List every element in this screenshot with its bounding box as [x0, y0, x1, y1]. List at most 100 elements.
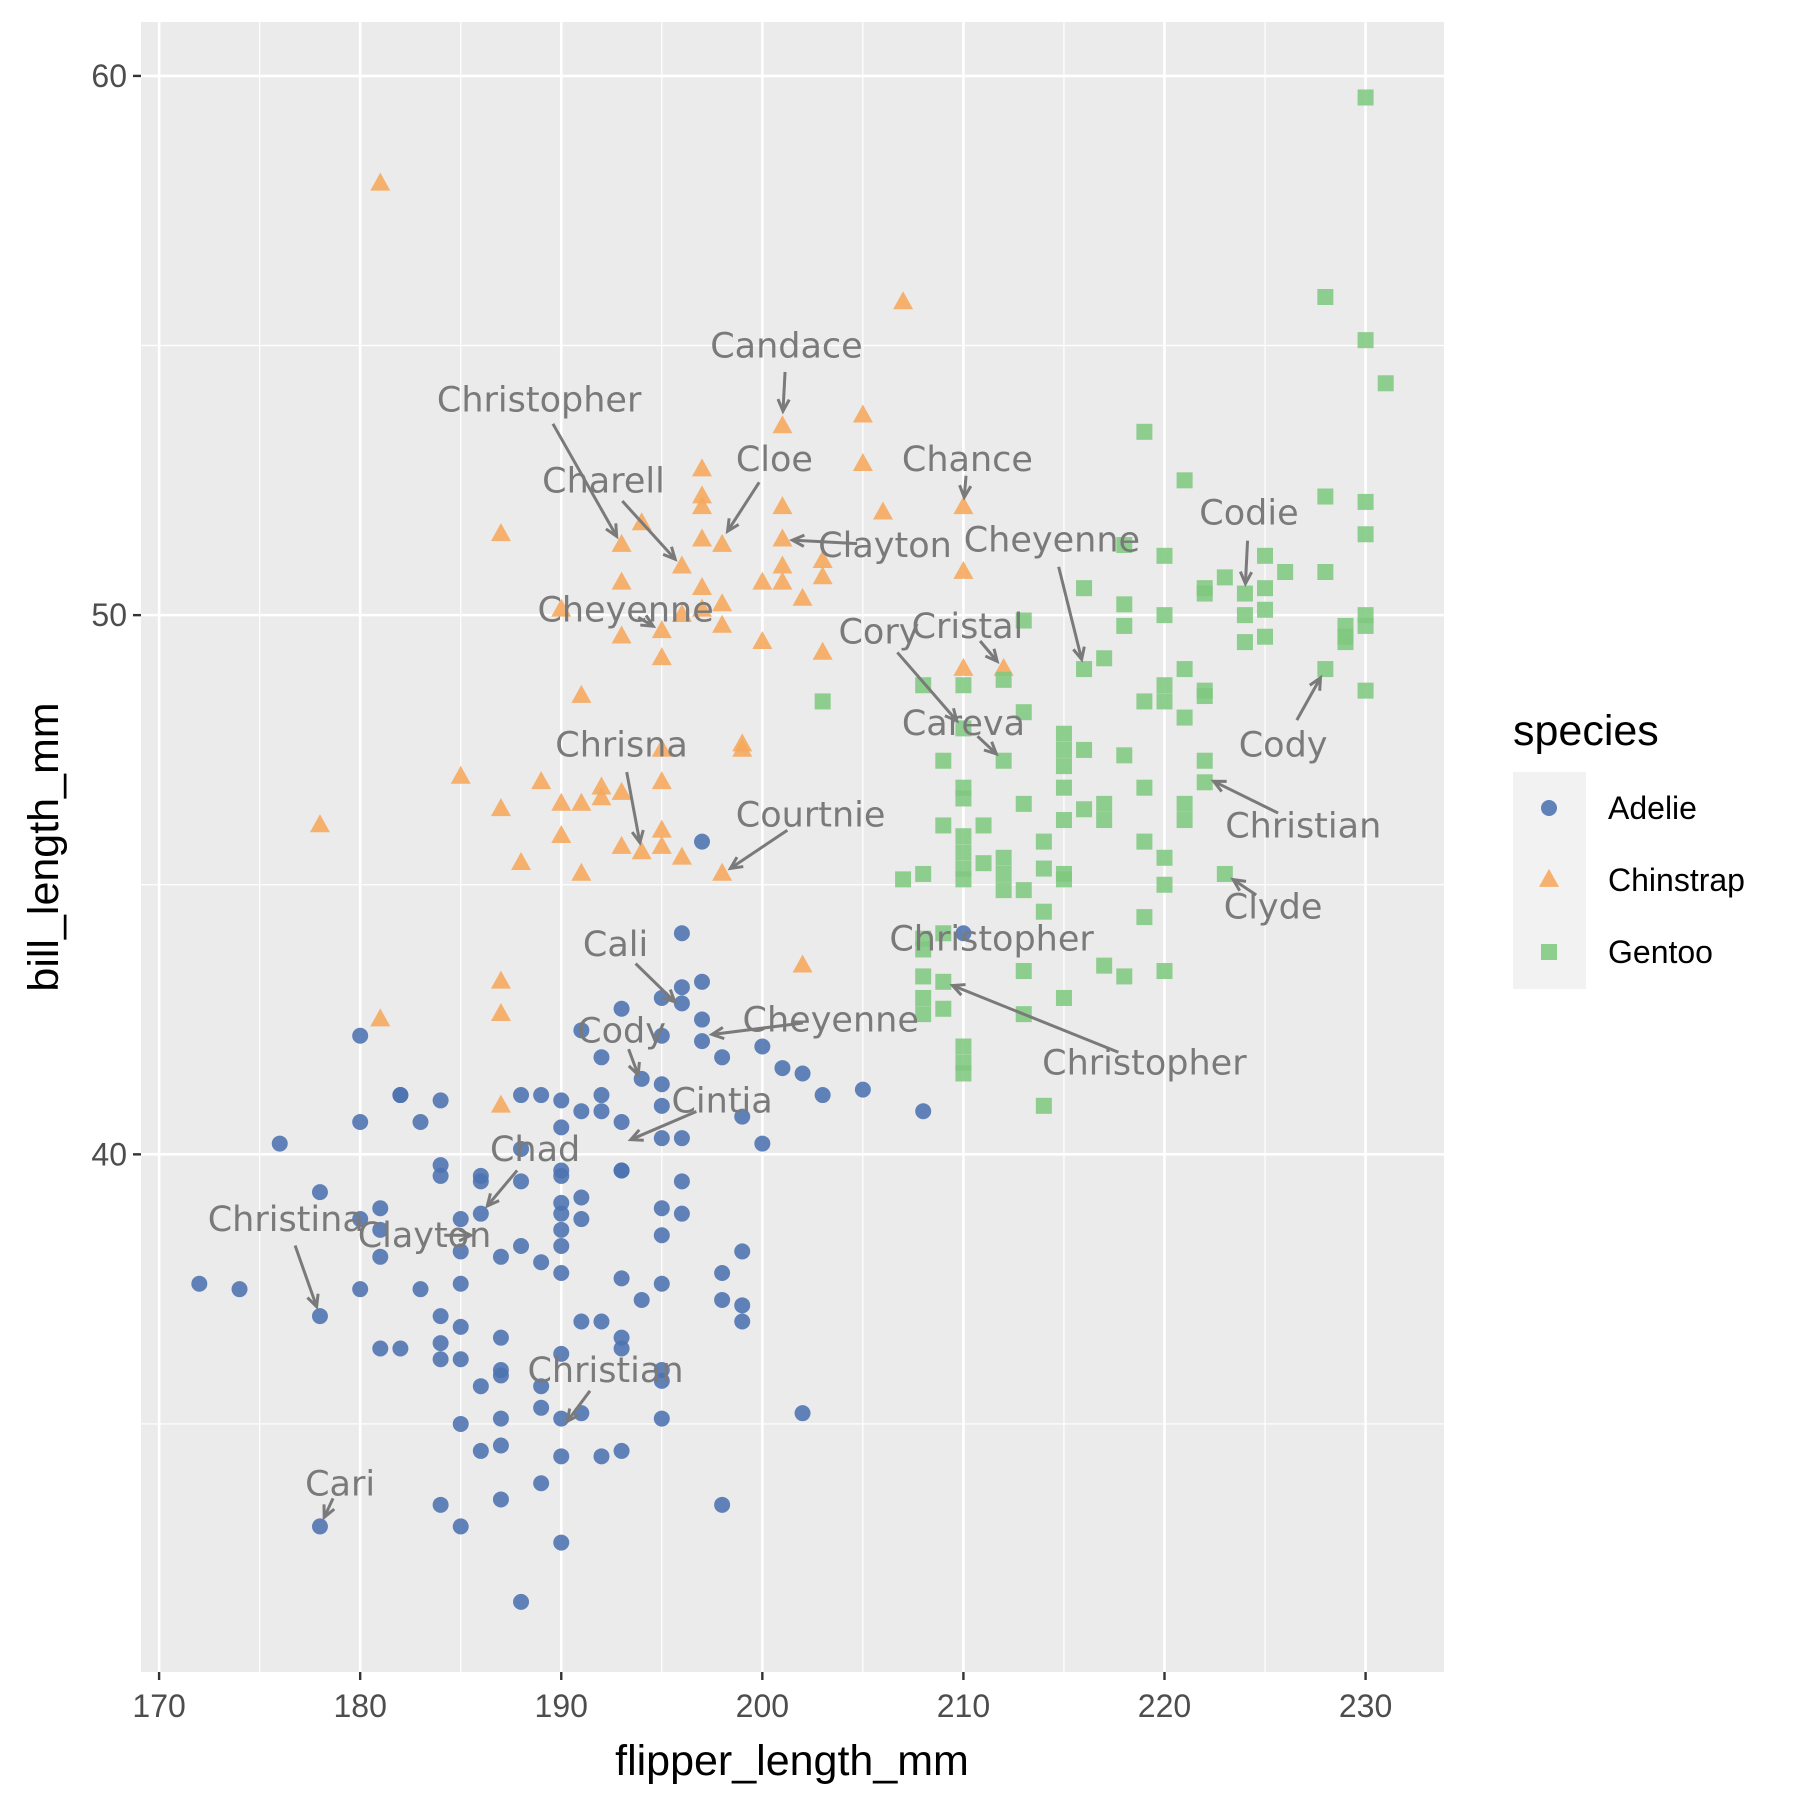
point-adelie: [432, 1308, 449, 1325]
annotation-arrowhead: [1072, 646, 1086, 663]
point-adelie: [492, 1491, 509, 1508]
point-adelie: [613, 1270, 630, 1287]
point-gentoo: [1236, 585, 1253, 602]
annotation: Cheyenne: [708, 1001, 919, 1041]
point-adelie: [573, 1211, 590, 1228]
point-adelie: [432, 1167, 449, 1184]
point-chinstrap: [872, 501, 893, 520]
annotation: Cali: [583, 925, 678, 1005]
point-chinstrap: [671, 555, 692, 574]
point-gentoo: [915, 968, 932, 985]
point-gentoo: [995, 865, 1012, 882]
point-chinstrap: [852, 404, 873, 423]
point-gentoo: [1257, 580, 1274, 597]
point-adelie: [492, 1437, 509, 1454]
point-adelie: [513, 1238, 530, 1255]
point-gentoo: [935, 752, 952, 769]
y-tick-label: 60: [91, 58, 127, 94]
point-adelie: [653, 1200, 670, 1217]
point-adelie: [814, 1087, 831, 1104]
point-adelie: [754, 1135, 771, 1152]
point-gentoo: [1136, 423, 1153, 440]
point-chinstrap: [651, 771, 672, 790]
point-gentoo: [1055, 725, 1072, 742]
point-adelie: [352, 1281, 369, 1298]
point-adelie: [553, 1345, 570, 1362]
annotation-arrowhead: [708, 1026, 725, 1041]
series-chinstrap: [309, 172, 1014, 1113]
annotation: Christian: [1210, 779, 1381, 846]
annotation-arrowhead: [1238, 571, 1253, 588]
annotation: Chad: [485, 1130, 580, 1209]
point-gentoo: [955, 828, 972, 845]
annotation-arrowhead: [983, 741, 999, 757]
annotation-label: Chad: [490, 1130, 580, 1170]
point-chinstrap: [893, 291, 914, 310]
point-chinstrap: [692, 577, 713, 596]
annotation: Candace: [710, 327, 863, 415]
x-tick-label: 170: [132, 1688, 185, 1724]
annotation-arrow: [976, 735, 998, 755]
annotation-arrowhead: [640, 614, 657, 628]
point-adelie: [352, 1114, 369, 1130]
point-chinstrap: [993, 657, 1014, 676]
point-gentoo: [955, 1065, 972, 1082]
point-gentoo: [955, 1038, 972, 1055]
annotation-arrow: [293, 1244, 319, 1308]
point-chinstrap: [792, 587, 813, 606]
point-gentoo: [1196, 774, 1213, 791]
point-adelie: [673, 925, 690, 942]
annotation-arrow: [781, 371, 787, 412]
point-adelie: [754, 1038, 771, 1055]
point-gentoo: [1176, 472, 1193, 489]
point-gentoo: [1055, 871, 1072, 888]
annotation-arrowhead: [949, 983, 966, 997]
annotation-label: Cloe: [736, 440, 813, 480]
point-gentoo: [1055, 989, 1072, 1006]
point-gentoo: [995, 849, 1012, 866]
annotation-arrowhead: [627, 1061, 641, 1079]
annotation: Codie: [1199, 494, 1299, 588]
point-chinstrap: [551, 792, 572, 811]
point-gentoo: [1257, 547, 1274, 564]
annotation-arrowhead: [605, 523, 619, 540]
legend-key-chinstrap: [1539, 868, 1559, 887]
annotation: Christopher: [437, 380, 642, 540]
annotation-label: Charell: [542, 461, 665, 501]
y-axis-title: bill_length_mm: [20, 702, 68, 991]
annotation-label: Cari: [305, 1464, 375, 1504]
annotation-label: Courtnie: [736, 796, 886, 836]
annotation-label: Cristal: [912, 607, 1024, 647]
point-adelie: [231, 1281, 248, 1298]
annotation-arrowhead: [306, 1293, 320, 1310]
point-chinstrap: [732, 738, 753, 757]
point-adelie: [452, 1351, 469, 1368]
point-gentoo: [1076, 661, 1093, 678]
point-adelie: [492, 1248, 509, 1265]
legend-title: species: [1513, 707, 1659, 755]
point-gentoo: [1055, 779, 1072, 796]
series-adelie: [191, 833, 972, 1610]
point-adelie: [191, 1275, 208, 1292]
point-adelie: [412, 1281, 429, 1298]
point-gentoo: [1096, 957, 1113, 974]
annotation-arrowhead: [1230, 877, 1247, 892]
point-adelie: [352, 1027, 369, 1044]
point-chinstrap: [370, 172, 391, 191]
annotation-arrowhead: [776, 398, 791, 415]
point-gentoo: [1116, 537, 1133, 554]
point-adelie: [653, 1227, 670, 1244]
annotation-arrowhead: [984, 648, 1000, 665]
point-gentoo: [1136, 779, 1153, 796]
y-tick-label: 40: [91, 1136, 127, 1172]
point-gentoo: [1116, 747, 1133, 764]
point-adelie: [492, 1367, 509, 1384]
point-gentoo: [915, 941, 932, 958]
point-chinstrap: [772, 415, 793, 434]
x-tick-label: 220: [1138, 1688, 1191, 1724]
annotation-arrow: [486, 1169, 519, 1207]
point-chinstrap: [651, 738, 672, 757]
point-adelie: [613, 1442, 630, 1459]
annotation: Cory: [838, 612, 960, 724]
point-gentoo: [1096, 795, 1113, 812]
